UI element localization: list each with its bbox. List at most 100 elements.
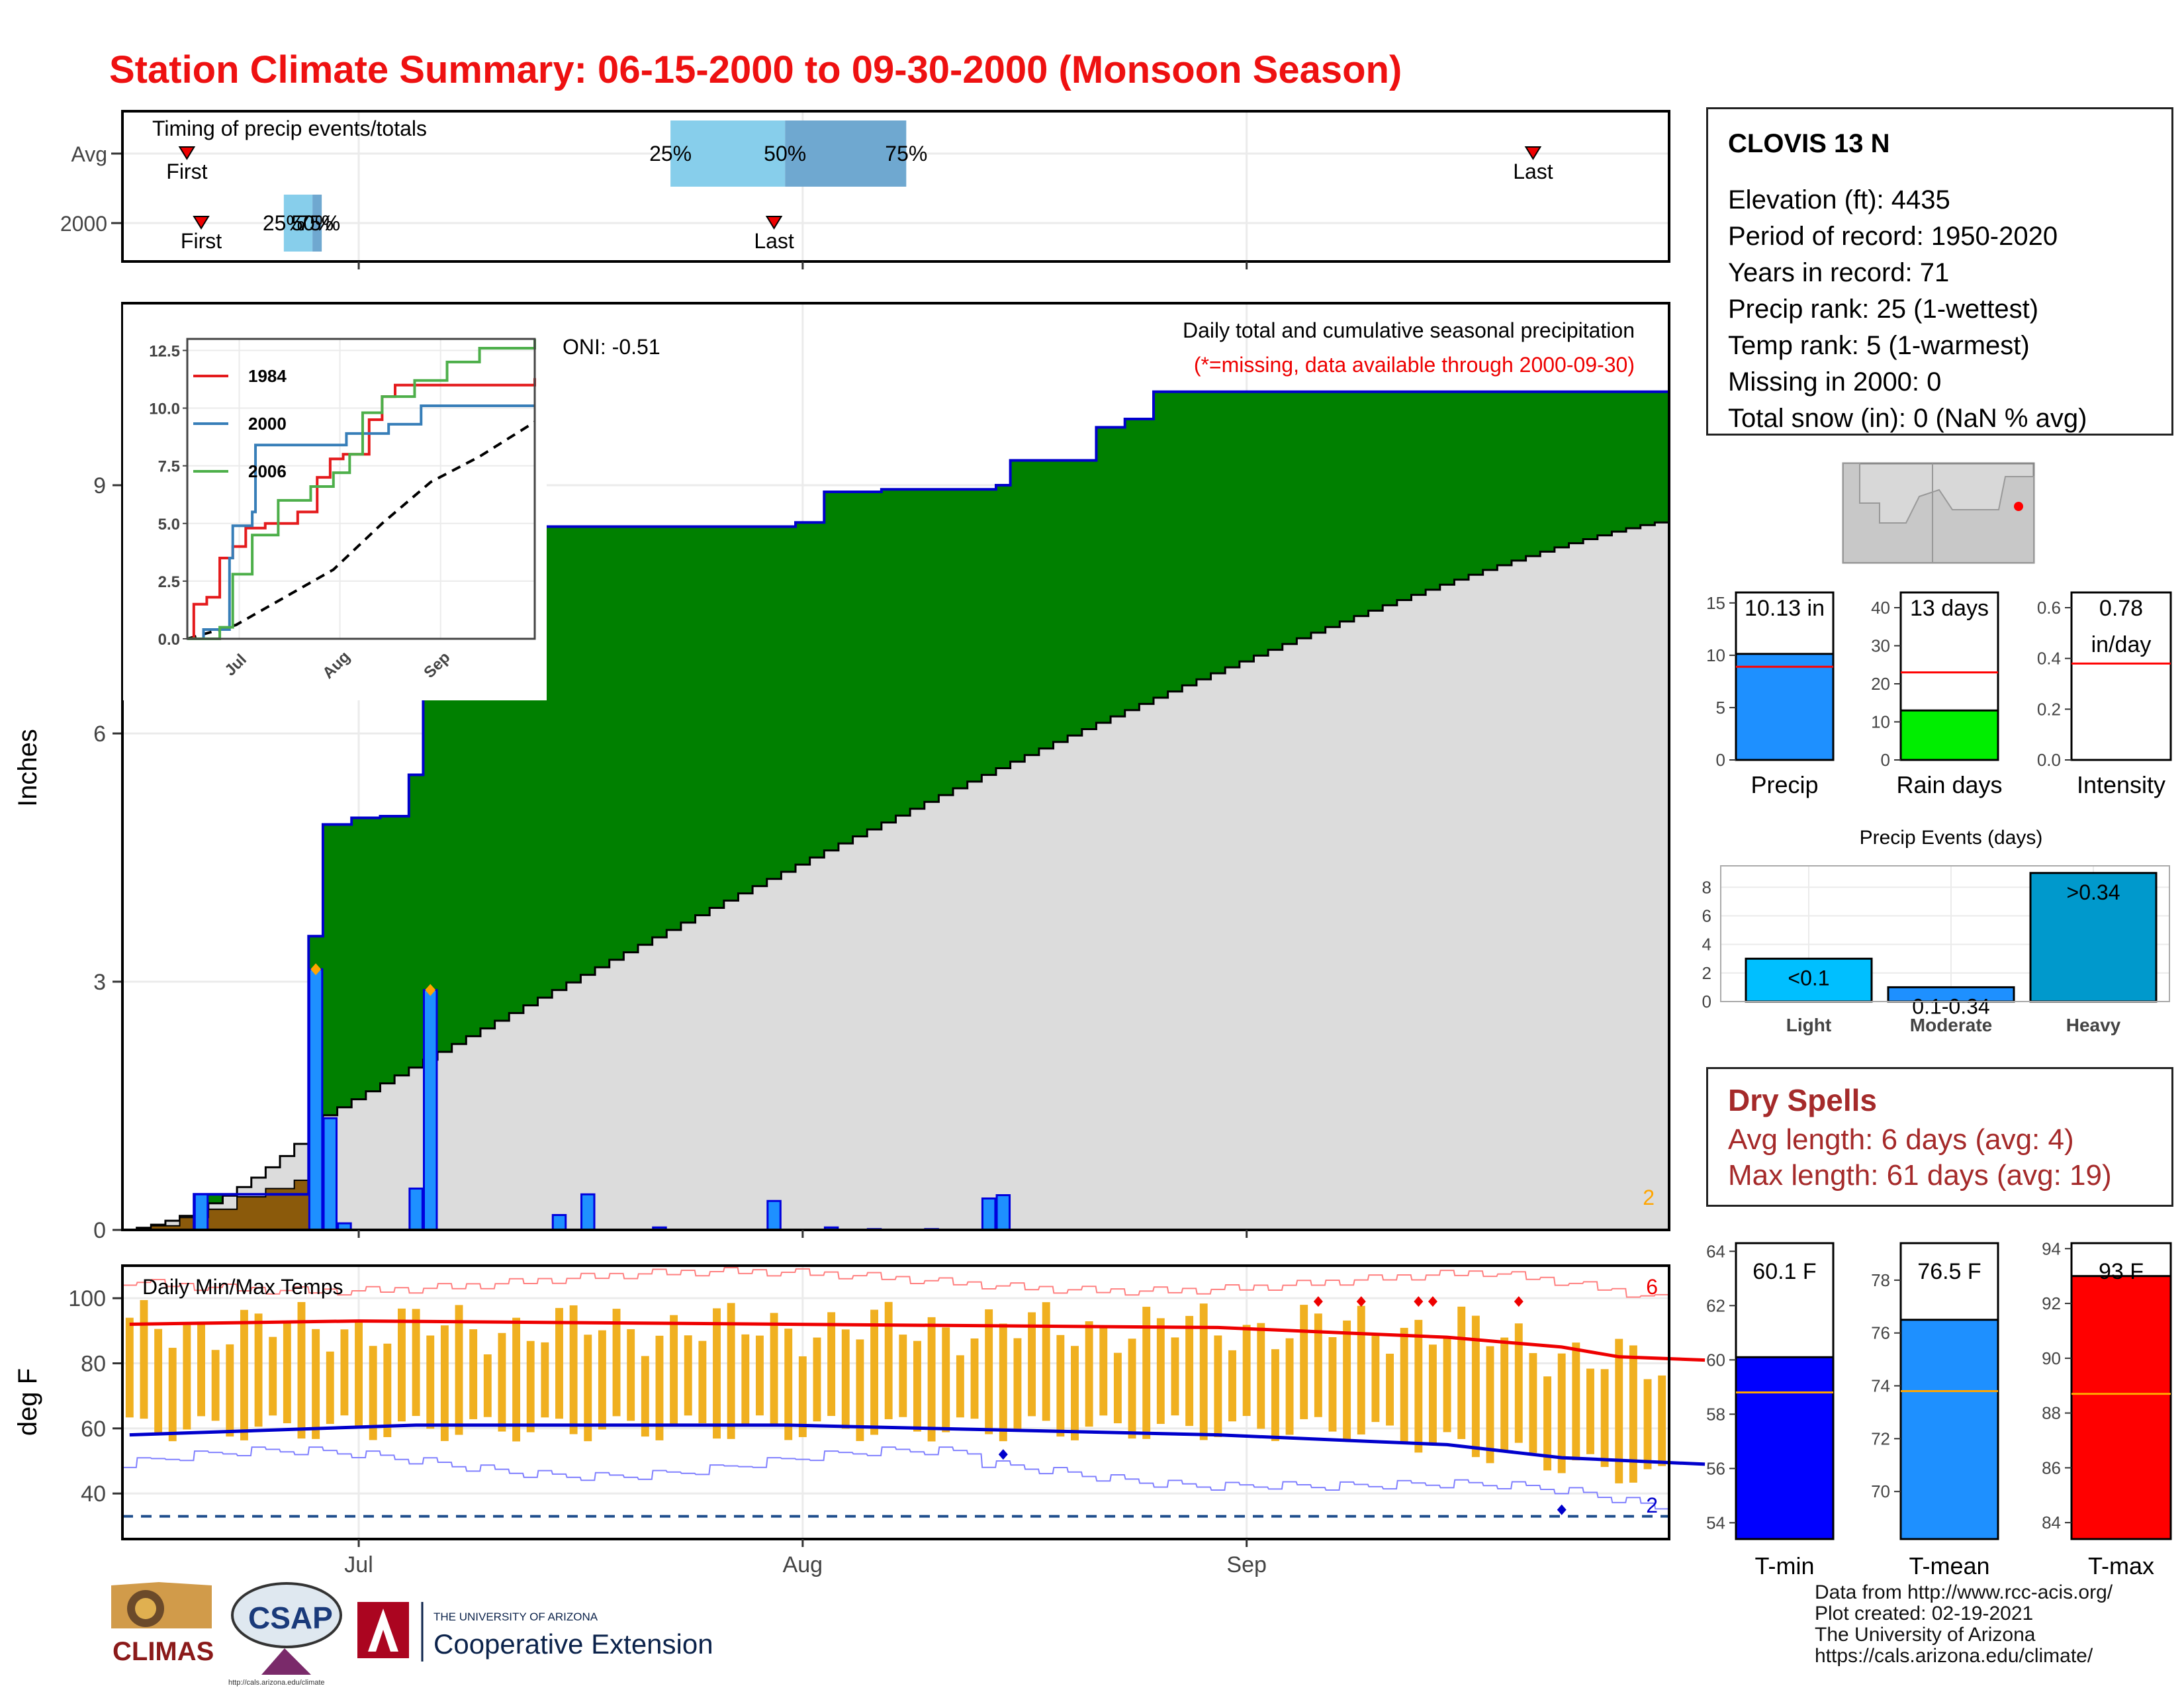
inset-average-line: [187, 420, 536, 640]
temps-daily-bar: [1328, 1337, 1337, 1432]
precip-daily-bar: [551, 1214, 567, 1231]
summary-bar-value-label-2: in/day: [2091, 632, 2152, 657]
temps-daily-bar: [1128, 1338, 1136, 1439]
summary-bar-name: Intensity: [2077, 771, 2165, 798]
precip-record-marker: [425, 984, 436, 996]
temps-daily-bar: [1471, 1315, 1480, 1458]
temps-daily-bar: [1500, 1337, 1509, 1452]
station-missing: Missing in 2000: 0: [1728, 367, 1942, 397]
footer-credits: Data from http://www.rcc-acis.org/ Plot …: [1815, 1582, 2113, 1667]
precip-y-axis-label: Inches: [13, 729, 42, 807]
temps-daily-bar: [1214, 1335, 1222, 1437]
temps-y-tick-label: 60: [81, 1417, 106, 1442]
temps-daily-bar: [899, 1335, 907, 1417]
summary-bar-tick-label: 76: [1871, 1323, 1890, 1343]
temps-daily-bar: [140, 1299, 148, 1419]
temps-daily-bar: [1142, 1307, 1151, 1439]
temps-daily-bar: [1285, 1338, 1294, 1435]
temps-daily-bar: [1572, 1342, 1580, 1461]
temps-daily-bar: [1457, 1306, 1466, 1439]
temps-daily-bar: [827, 1312, 836, 1417]
events-y-tick-label: 2: [1702, 963, 1711, 983]
events-bar-label: <0.1: [1788, 966, 1829, 990]
temps-daily-bar: [1414, 1319, 1423, 1453]
csap-logo: CSAP http://cals.arizona.edu/climate: [228, 1582, 342, 1687]
temps-daily-bar: [1615, 1338, 1623, 1483]
temps-daily-bar: [569, 1305, 578, 1434]
temps-daily-bar: [1257, 1323, 1265, 1429]
station-period: Period of record: 1950-2020: [1728, 222, 2058, 251]
precip-y-tick-label: 0: [93, 1218, 106, 1243]
station-elevation: Elevation (ft): 4435: [1728, 185, 1950, 214]
summary-bar-value-label: 10.13 in: [1745, 596, 1825, 621]
inset-y-tick-label: 5.0: [158, 516, 180, 534]
temps-daily-bar: [784, 1329, 793, 1440]
temps-daily-bar: [254, 1313, 263, 1427]
temps-daily-bar: [627, 1329, 635, 1421]
temps-daily-bar: [913, 1340, 921, 1432]
temps-daily-bar: [1028, 1312, 1036, 1417]
temps-daily-bar: [598, 1330, 606, 1430]
inset-legend-label: 1984: [248, 366, 287, 386]
temps-daily-bar: [770, 1313, 778, 1427]
temps-daily-bar: [741, 1334, 750, 1425]
inset-y-tick-label: 10.0: [149, 400, 180, 418]
temps-daily-bar: [154, 1329, 163, 1434]
footer-university: The University of Arizona: [1815, 1624, 2036, 1646]
map-region: [1843, 463, 2034, 563]
timing-last-marker: [765, 216, 783, 230]
temps-daily-bar: [1629, 1345, 1637, 1483]
temps-daily-bar: [1600, 1369, 1609, 1468]
temps-daily-bar: [1357, 1305, 1365, 1435]
temps-daily-bar: [197, 1321, 205, 1417]
events-bar-light: [1745, 957, 1873, 1003]
inset-plot-bg: [187, 339, 535, 639]
temps-record-high-count: 6: [1646, 1275, 1658, 1299]
daily-temps-panel: 40 60 80 100 Daily Min/Max Temps 6 2 Jul Aug Sep d…: [13, 1264, 1706, 1577]
inset-y-tick-label: 2.5: [158, 573, 180, 591]
timing-iqr-low-bar: [283, 195, 313, 252]
temps-daily-bar: [970, 1338, 979, 1419]
events-bar-label: >0.34: [2067, 880, 2120, 904]
summary-bar-value: [2070, 591, 2172, 761]
temps-title: Daily Min/Max Temps: [142, 1275, 343, 1299]
summary-bar-value: [1735, 1356, 1835, 1540]
precip-events-panel: Precip Events (days) 0 2 4 6 8 <0.1 Light 0.1-0.…: [1702, 827, 2170, 1035]
inset-y-tick-label: 0.0: [158, 631, 180, 649]
temps-daily-bar: [211, 1350, 220, 1421]
temps-daily-bar: [1429, 1344, 1437, 1444]
temps-record-low-marker: [1557, 1504, 1567, 1515]
temps-daily-bar: [942, 1327, 950, 1432]
footer-url: https://cals.arizona.edu/climate/: [1815, 1645, 2093, 1667]
temps-y-axis-label: deg F: [13, 1368, 42, 1436]
temps-daily-bar: [555, 1307, 563, 1419]
temps-avg-max-line: [129, 1319, 1706, 1362]
temps-daily-bar: [1056, 1335, 1065, 1437]
events-plot-frame: [1720, 865, 2170, 1002]
csap-text: CSAP: [248, 1601, 333, 1635]
precip-title: Daily total and cumulative seasonal prec…: [1183, 318, 1635, 342]
summary-bar-tick-label: 88: [2042, 1403, 2061, 1423]
summary-bar-name: Precip: [1751, 771, 1818, 798]
dry-spells-avg: Avg length: 6 days (avg: 4): [1728, 1123, 2074, 1156]
timing-row-label: 2000: [60, 212, 107, 236]
temps-daily-bar: [670, 1315, 678, 1427]
summary-bar-value-label: 13 days: [1910, 596, 1989, 621]
dry-spells-max: Max length: 61 days (avg: 19): [1728, 1159, 2112, 1192]
temps-daily-bar: [713, 1308, 721, 1439]
precip-daily-bar: [995, 1194, 1011, 1231]
summary-bar-tick-label: 10: [1706, 645, 1725, 665]
coop-extension: Cooperative Extension: [433, 1628, 713, 1660]
temps-daily-bar: [398, 1308, 406, 1422]
temps-daily-bar: [1557, 1353, 1566, 1474]
temps-daily-bar: [1042, 1302, 1050, 1421]
precip-corner-count: 2: [1643, 1186, 1655, 1209]
summary-bar-tick-label: 84: [2042, 1513, 2061, 1532]
temps-daily-bar: [856, 1339, 864, 1441]
summary-bar-tick-label: 30: [1871, 636, 1890, 656]
events-bar-label: 0.1-0.34: [1912, 994, 1989, 1018]
temps-daily-bar: [999, 1323, 1007, 1442]
temps-daily-bar: [269, 1336, 277, 1416]
timing-q50-label: 50%: [764, 142, 806, 165]
temps-daily-bar: [956, 1355, 964, 1418]
